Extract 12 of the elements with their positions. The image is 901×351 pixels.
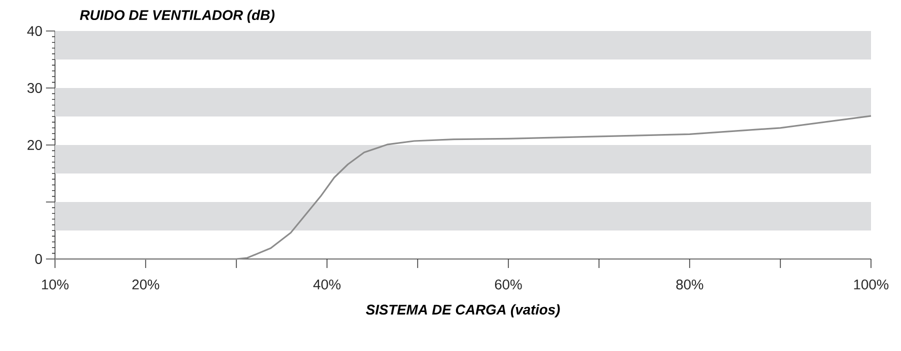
y-tick-label: 40 <box>27 26 42 36</box>
x-tick-label: 40% <box>313 280 341 290</box>
y-axis-title: RUIDO DE VENTILADOR (dB) <box>80 10 274 23</box>
y-tick-label: 0 <box>35 254 42 264</box>
x-tick-label: 60% <box>495 280 522 290</box>
x-axis-title: SISTEMA DE CARGA (vatios) <box>366 304 560 318</box>
y-tick-label: 20 <box>28 140 42 150</box>
x-tick-label: 80% <box>676 280 704 290</box>
y-tick-label: 30 <box>27 83 42 93</box>
x-tick-label: 10% <box>42 280 69 290</box>
x-tick-label: 20% <box>132 280 160 290</box>
x-tick-label: 100% <box>854 280 888 290</box>
